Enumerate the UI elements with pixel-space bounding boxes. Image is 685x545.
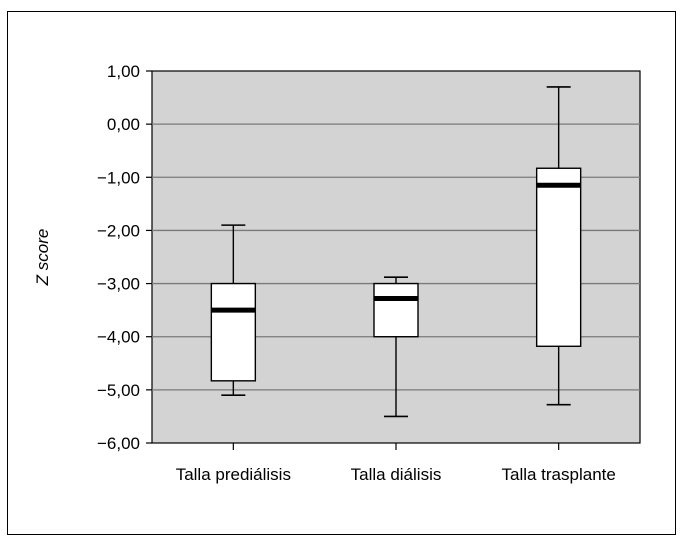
- y-tick-label: −1,00: [97, 168, 140, 187]
- x-tick-label: Talla trasplante: [501, 465, 615, 484]
- y-tick-label: −3,00: [97, 275, 140, 294]
- x-tick-label: Talla prediálisis: [176, 465, 291, 484]
- y-axis: 1,00 0,00 −1,00 −2,00 −3,00 −4,00 −5,00 −6,00: [97, 62, 152, 453]
- boxes: [210, 86, 582, 418]
- box: [373, 282, 419, 338]
- y-tick-label: −2,00: [97, 221, 140, 240]
- chart-frame: [7, 11, 676, 535]
- y-tick-label: 1,00: [107, 62, 140, 81]
- box-group: [210, 224, 257, 396]
- x-axis: Talla prediálisis Talla diálisis Talla tra…: [176, 443, 616, 484]
- box: [210, 282, 257, 382]
- box-group: [535, 86, 582, 406]
- x-tick-label: Talla diálisis: [351, 465, 442, 484]
- y-tick-label: −4,00: [97, 328, 140, 347]
- box-group: [373, 276, 419, 418]
- box: [535, 167, 582, 347]
- y-tick-label: 0,00: [107, 115, 140, 134]
- y-axis-title: Z score: [33, 229, 52, 287]
- y-tick-label: −5,00: [97, 381, 140, 400]
- y-tick-label: −6,00: [97, 434, 140, 453]
